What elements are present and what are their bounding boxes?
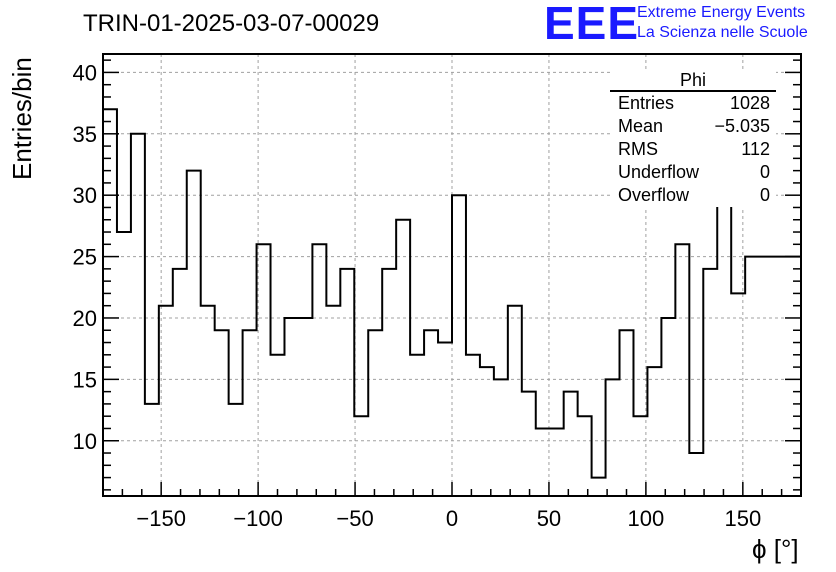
x-tick-label: −100 [233,506,283,531]
histogram-bin [606,379,620,496]
logo-caption: Extreme Energy Events La Scienza nelle S… [637,3,808,43]
histogram-bin [578,416,592,496]
stats-value: −5.035 [714,116,770,136]
histogram-bin [745,257,759,496]
stats-value: 112 [741,139,770,159]
histogram-bin [284,318,298,496]
stats-value: 0 [759,185,770,205]
eee-logo: EEE [544,0,640,49]
histogram-bin [354,416,368,496]
y-tick-label: 40 [73,60,97,85]
histogram-bin [703,269,717,496]
stats-row-rms: RMS 112 [610,138,776,161]
histogram-bin [592,478,606,496]
y-tick-label: 30 [73,183,97,208]
histogram-bin [145,404,159,496]
histogram-bin [243,330,257,496]
y-tick-label: 10 [73,429,97,454]
stats-label: Underflow [618,162,700,182]
y-tick-label: 25 [73,245,97,270]
histogram-bin [410,355,424,496]
histogram-bin [382,269,396,496]
stats-value: 1028 [729,93,770,113]
x-axis-label: ϕ [°] [752,534,799,564]
stats-value: 0 [759,162,770,182]
stats-row-entries: Entries 1028 [610,92,776,115]
histogram-bin [326,306,340,496]
histogram-bin [731,293,745,496]
y-axis-label: Entries/bin [3,57,43,180]
stats-label: Overflow [618,185,690,205]
x-tick-label: 50 [537,506,561,531]
histogram-bin [438,343,452,496]
stats-box: Phi Entries 1028 Mean −5.035 RMS 112 Und… [610,70,776,207]
histogram-bin [452,195,466,496]
y-tick-label: 20 [73,306,97,331]
histogram-bin [298,318,312,496]
histogram-bin [187,171,201,496]
histogram-bin [117,232,131,496]
histogram-bin [271,355,285,496]
histogram-bin [647,367,661,496]
histogram-bin [787,257,801,496]
histogram-line [103,108,801,479]
x-tick-label: 100 [628,506,665,531]
histogram-bin [466,355,480,496]
histogram-bin [508,306,522,496]
histogram-bin [159,306,173,496]
histogram-bin [424,330,438,496]
histogram-bin [564,392,578,496]
histogram-bin [522,392,536,496]
stats-title: Phi [610,70,776,92]
histogram-bin [131,134,145,496]
histogram-bin [759,257,773,496]
histogram-bin [368,330,382,496]
histogram-bin [661,318,675,496]
y-axis-label-text: Entries/bin [7,57,37,180]
histogram-bin [312,244,326,496]
histogram-bin [536,428,550,496]
chart-title: TRIN-01-2025-03-07-00029 [83,10,380,37]
histogram-bin [675,244,689,496]
histogram-bin [773,257,787,496]
histogram-bin [396,220,410,496]
x-tick-label: 150 [724,506,761,531]
histogram-bin [103,109,117,496]
histogram-bin [689,453,703,496]
histogram-bin [717,195,731,496]
x-tick-label: 0 [446,506,458,531]
stats-label: RMS [618,139,658,159]
logo-line-1: Extreme Energy Events [637,4,806,21]
histogram-bin [494,379,508,496]
histogram-bin [257,244,271,496]
stats-label: Mean [618,116,664,136]
y-tick-label: 35 [73,122,97,147]
histogram-bin [550,428,564,496]
histogram-bin [173,269,187,496]
histogram-bin [620,330,634,496]
histogram-bin [340,269,354,496]
y-tick-label: 15 [73,367,97,392]
histogram-bin [480,367,494,496]
stats-row-mean: Mean −5.035 [610,115,776,138]
stats-label: Entries [618,93,675,113]
logo-line-2: La Scienza nelle Scuole [637,24,808,41]
histogram-bin [229,404,243,496]
stats-row-overflow: Overflow 0 [610,184,776,207]
x-tick-label: −50 [336,506,373,531]
histogram-bin [201,306,215,496]
stats-row-underflow: Underflow 0 [610,161,776,184]
histogram-bin [215,330,229,496]
x-tick-label: −150 [136,506,186,531]
